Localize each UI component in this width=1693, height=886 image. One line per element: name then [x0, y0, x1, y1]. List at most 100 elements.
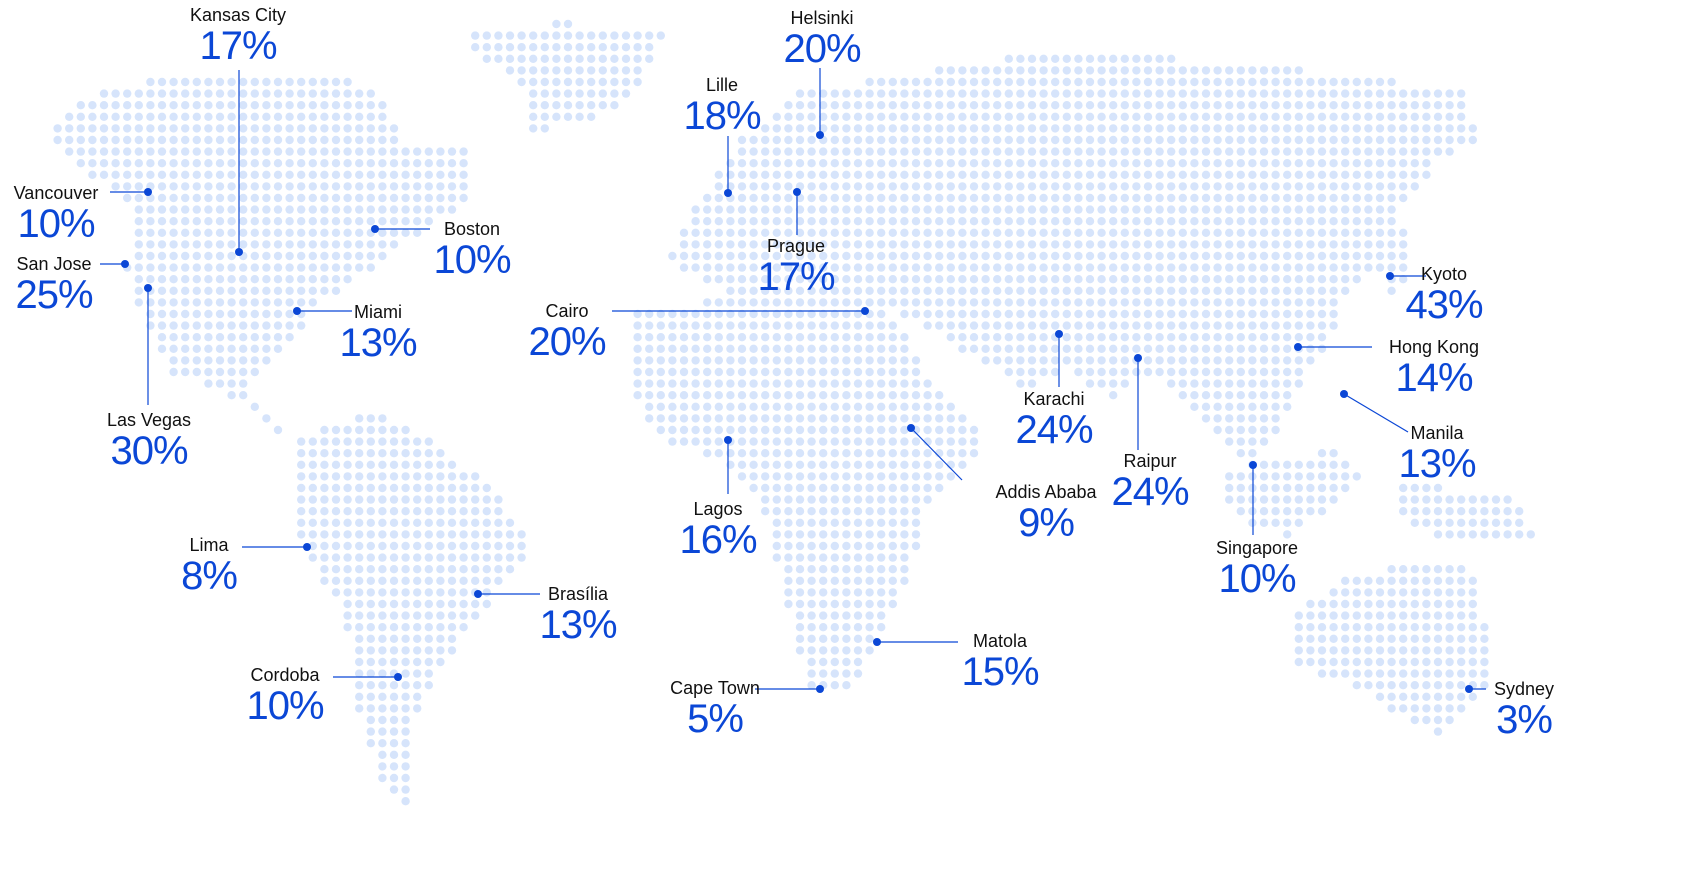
- land-dot: [1155, 251, 1164, 261]
- land-dot: [459, 483, 468, 493]
- land-dot: [1248, 182, 1257, 191]
- land-dot: [587, 112, 596, 122]
- land-dot: [981, 333, 990, 342]
- land-dot: [355, 472, 364, 481]
- land-dot: [1062, 147, 1072, 156]
- land-dot: [401, 449, 410, 458]
- land-dot: [1097, 124, 1106, 133]
- land-dot: [1143, 367, 1153, 377]
- land-dot: [1085, 170, 1095, 179]
- land-dot: [610, 54, 619, 63]
- land-dot: [981, 205, 990, 214]
- land-dot: [1294, 646, 1304, 655]
- land-dot: [215, 298, 225, 307]
- land-dot: [888, 321, 897, 330]
- land-dot: [1457, 588, 1466, 597]
- land-dot: [1143, 309, 1153, 319]
- land-dot: [877, 379, 886, 388]
- land-dot: [969, 193, 979, 203]
- land-dot: [911, 89, 921, 98]
- land-dot: [1051, 309, 1060, 319]
- land-dot: [1306, 321, 1315, 330]
- land-dot: [1445, 611, 1454, 620]
- land-dot: [865, 228, 874, 237]
- land-dot: [679, 309, 689, 319]
- land-dot: [749, 367, 758, 377]
- land-dot: [1074, 89, 1083, 98]
- land-dot: [900, 530, 909, 539]
- land-dot: [737, 135, 747, 145]
- land-dot: [1410, 657, 1420, 667]
- land-dot: [424, 460, 433, 469]
- land-dot: [1225, 333, 1234, 342]
- land-dot: [273, 344, 283, 353]
- land-dot: [900, 309, 909, 319]
- land-dot: [389, 217, 399, 226]
- land-dot: [598, 77, 607, 87]
- land-dot: [679, 437, 689, 446]
- land-dot: [297, 321, 306, 330]
- land-dot: [436, 460, 445, 469]
- land-dot: [691, 414, 700, 423]
- land-dot: [772, 217, 781, 226]
- marker-dot-san-jose: [121, 260, 129, 268]
- land-dot: [308, 170, 317, 179]
- land-dot: [900, 159, 909, 168]
- land-dot: [1352, 112, 1362, 122]
- land-dot: [1468, 576, 1478, 585]
- land-dot: [1387, 193, 1396, 203]
- city-value: 13%: [339, 321, 417, 365]
- land-dot: [1294, 205, 1304, 214]
- land-dot: [1120, 263, 1130, 272]
- land-dot: [703, 321, 712, 330]
- land-dot: [877, 391, 886, 400]
- land-dot: [1178, 77, 1188, 87]
- land-dot: [1294, 333, 1304, 342]
- land-dot: [1225, 135, 1234, 145]
- land-dot: [1399, 657, 1408, 667]
- land-dot: [1271, 333, 1280, 342]
- land-dot: [146, 228, 155, 237]
- land-dot: [1329, 669, 1338, 678]
- land-dot: [262, 159, 271, 168]
- land-dot: [714, 437, 723, 446]
- land-dot: [726, 333, 735, 342]
- land-dot: [192, 309, 201, 319]
- land-dot: [842, 275, 851, 284]
- land-dot: [517, 54, 526, 63]
- land-dot: [761, 472, 770, 481]
- land-dot: [1329, 251, 1338, 261]
- land-dot: [1132, 321, 1141, 330]
- land-dot: [355, 170, 364, 179]
- land-dot: [1364, 77, 1373, 87]
- land-dot: [389, 182, 399, 191]
- land-dot: [204, 159, 213, 168]
- land-dot: [865, 344, 874, 353]
- land-dot: [459, 147, 468, 156]
- land-dot: [401, 170, 410, 179]
- land-dot: [911, 518, 921, 527]
- land-dot: [877, 240, 886, 249]
- land-dot: [935, 402, 944, 411]
- land-dot: [389, 704, 399, 713]
- land-dot: [1236, 89, 1246, 98]
- land-dot: [1074, 54, 1083, 63]
- land-dot: [227, 367, 236, 377]
- land-dot: [1225, 414, 1234, 423]
- land-dot: [1341, 240, 1350, 249]
- land-dot: [169, 263, 178, 272]
- land-dot: [830, 646, 839, 655]
- land-dot: [993, 101, 1002, 110]
- land-dot: [935, 240, 944, 249]
- land-dot: [1433, 681, 1443, 690]
- land-dot: [772, 251, 781, 261]
- land-dot: [1143, 228, 1153, 237]
- land-dot: [471, 472, 480, 481]
- land-dot: [842, 634, 851, 643]
- land-dot: [262, 147, 271, 156]
- land-dot: [1085, 275, 1095, 284]
- land-dot: [737, 217, 747, 226]
- land-dot: [378, 251, 387, 261]
- land-dot: [807, 507, 816, 516]
- land-dot: [830, 495, 839, 504]
